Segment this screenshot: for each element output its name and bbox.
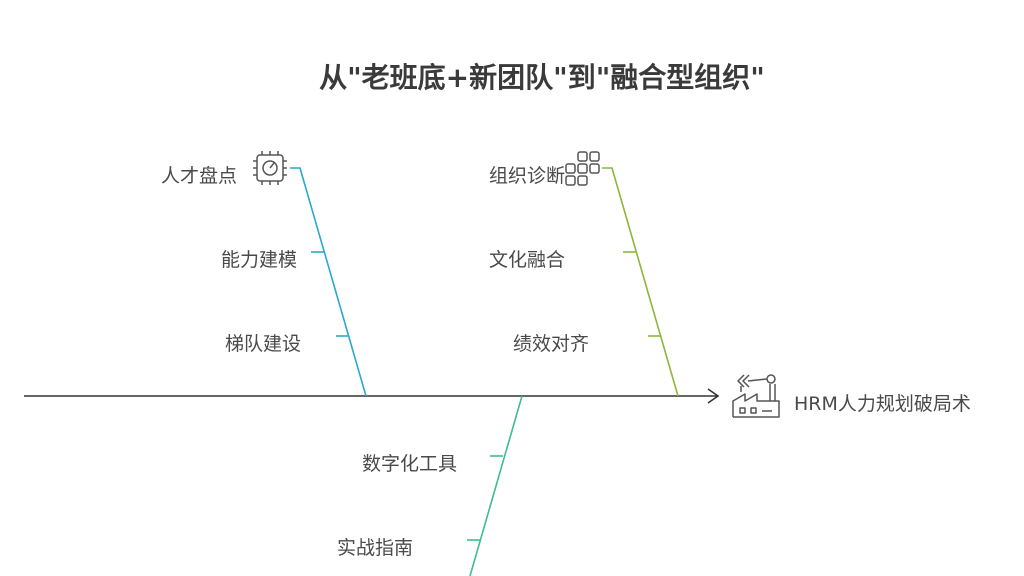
branch-tools-item: 实战指南 (337, 537, 413, 559)
branch-talent-item: 能力建模 (221, 249, 297, 271)
effect-label: HRM人力规划破局术 (794, 393, 971, 415)
chip-gauge-icon (253, 151, 287, 185)
branch-talent: 人才盘点 能力建模 梯队建设 (161, 151, 367, 397)
branch-tools: 数字化工具 实战指南 (337, 395, 523, 576)
spine (24, 388, 720, 404)
spine-arrowhead (707, 388, 720, 404)
branch-org-item: 绩效对齐 (513, 333, 589, 355)
grid-squares-icon (565, 151, 600, 186)
branch-org-item: 组织诊断 (489, 165, 565, 187)
branch-tools-item: 数字化工具 (362, 453, 457, 475)
branch-tools-line (469, 395, 523, 576)
factory-robot-arm-icon (732, 374, 780, 418)
diagram-title: 从"老班底+新团队"到"融合型组织" (319, 61, 765, 94)
branch-talent-line (290, 167, 367, 397)
branch-org-item: 文化融合 (489, 249, 565, 271)
branch-org: 组织诊断 文化融合 绩效对齐 (489, 151, 679, 397)
branch-org-line (602, 167, 679, 397)
branch-talent-item: 梯队建设 (225, 333, 301, 355)
branch-talent-item: 人才盘点 (161, 165, 237, 187)
